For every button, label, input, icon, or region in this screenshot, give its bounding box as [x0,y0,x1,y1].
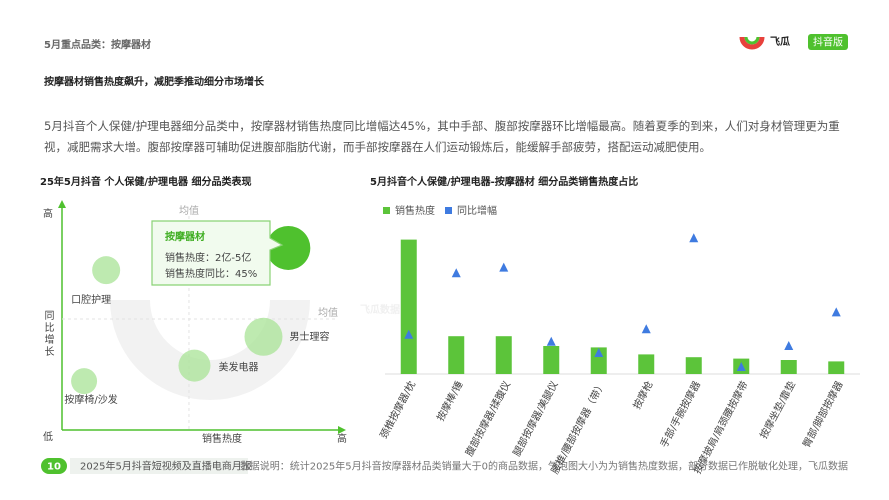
triangle-marker [404,329,414,339]
logo-badge-bg [808,34,848,50]
bar [543,346,560,374]
legend-swatch [383,207,390,214]
bubble-label: 男士理容 [289,330,329,343]
logo-badge: 抖音版 [813,36,843,49]
triangle-marker [784,341,794,350]
y-high: 高 [43,207,53,220]
x-tick-label: 腹部按摩器/揉腹仪 [462,379,513,459]
triangle-marker [499,262,509,272]
origin-label: 低 [43,430,53,443]
triangle-marker [546,336,556,346]
x-tick-label: 按摩枪 [630,379,656,412]
bar [780,360,797,374]
page-number-bg [41,458,67,474]
chart-title: 25年5月抖音 个人保健/护理电器 细分品类表现 [40,175,252,188]
x-tick-label: 按摩坐垫/靠垫 [757,379,798,441]
bubble-label: 口腔护理 [71,293,111,306]
bubble-label: 按摩椅/沙发 [64,393,117,406]
triangle-marker [594,348,604,357]
description: 5月抖音个人保健/护理电器细分品类中，按摩器材销售热度同比增幅达45%，其中手部… [44,119,840,154]
callout-line: 销售热度：2亿-5亿 [165,251,251,264]
page-title: 按摩器材销售热度飙升，减肥季推动细分市场增长 [44,75,265,88]
legend-label: 销售热度 [395,204,435,217]
watermark: 飞瓜数据 [360,303,400,316]
x-tick-label: 颈椎按摩器/枕 [377,379,418,441]
page-number: 10 [47,462,61,473]
bar [828,361,845,374]
bar [590,347,607,374]
section-title: 5月重点品类：按摩器材 [44,38,151,51]
mean-label: 均值 [179,204,199,217]
y-arrow [58,200,66,208]
bar [495,336,512,374]
x-tick-label: 臀部/脚部按摩器 [800,379,846,450]
logo-icon-inner [744,36,760,45]
x-tick-label: 按摩棒/锤 [434,379,466,423]
bar [448,336,465,374]
callout-title: 按摩器材 [165,230,205,243]
chart-title: 5月抖音个人保健/护理电器-按摩器材 细分品类销售热度占比 [370,175,638,188]
triangle-marker [641,324,651,334]
logo-text: 飞瓜 [770,36,790,48]
bar [638,354,655,374]
legend-swatch [445,207,452,214]
triangle-marker [689,233,699,243]
x-tick-label: 腿部按摩器/美腿仪 [510,379,561,459]
bubble [92,256,121,285]
x-arrow [338,426,346,434]
footnote: 数据说明：统计2025年5月抖音按摩器材品类销量大于0的商品数据，气泡图大小为为… [240,460,848,473]
bar [685,357,702,374]
report-name: 2025年5月抖音短视频及直播电商月报 [80,460,252,473]
triangle-marker [451,268,461,278]
callout-line: 销售热度同比：45% [165,267,257,280]
x-high: 高 [337,432,347,445]
bubble-label: 美发电器 [218,361,258,374]
legend-label: 同比增幅 [457,204,497,217]
y-axis-label: 同比增长 [42,310,54,358]
bubble [71,368,98,395]
x-axis-label: 销售热度 [202,432,242,445]
bubble [178,349,211,382]
bar [400,239,417,374]
bubble [266,225,311,270]
logo-icon [739,36,765,50]
mean-label: 均值 [318,306,338,319]
triangle-marker [831,307,841,317]
x-tick-label: 手部/手腕按摩器 [657,379,703,450]
triangle-marker [736,362,746,371]
callout-box [151,220,284,286]
bubble [244,317,283,356]
report-bg [70,458,248,474]
